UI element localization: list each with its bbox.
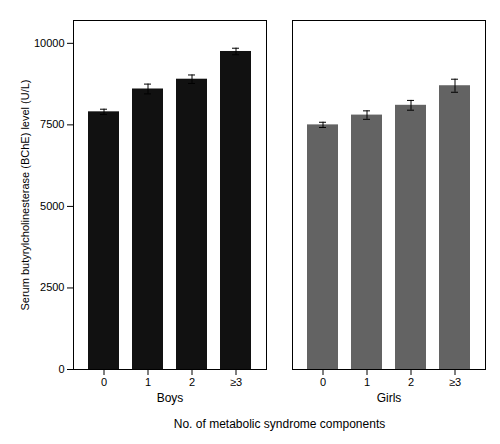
svg-text:Boys: Boys [157,391,184,405]
svg-text:0: 0 [58,363,64,375]
svg-text:10000: 10000 [34,37,65,49]
svg-text:Girls: Girls [377,391,402,405]
svg-text:1: 1 [145,376,151,388]
svg-text:2: 2 [189,376,195,388]
svg-text:7500: 7500 [40,118,64,130]
svg-text:≥3: ≥3 [449,376,461,388]
svg-text:1: 1 [364,376,370,388]
svg-text:2: 2 [408,376,414,388]
svg-text:≥3: ≥3 [230,376,242,388]
svg-text:0: 0 [320,376,326,388]
svg-text:No. of metabolic syndrome comp: No. of metabolic syndrome components [174,417,385,431]
svg-text:Serum butyrylcholinesterase (B: Serum butyrylcholinesterase (BChE) level… [19,79,31,310]
svg-text:5000: 5000 [40,200,64,212]
svg-text:0: 0 [101,376,107,388]
svg-text:2500: 2500 [40,281,64,293]
